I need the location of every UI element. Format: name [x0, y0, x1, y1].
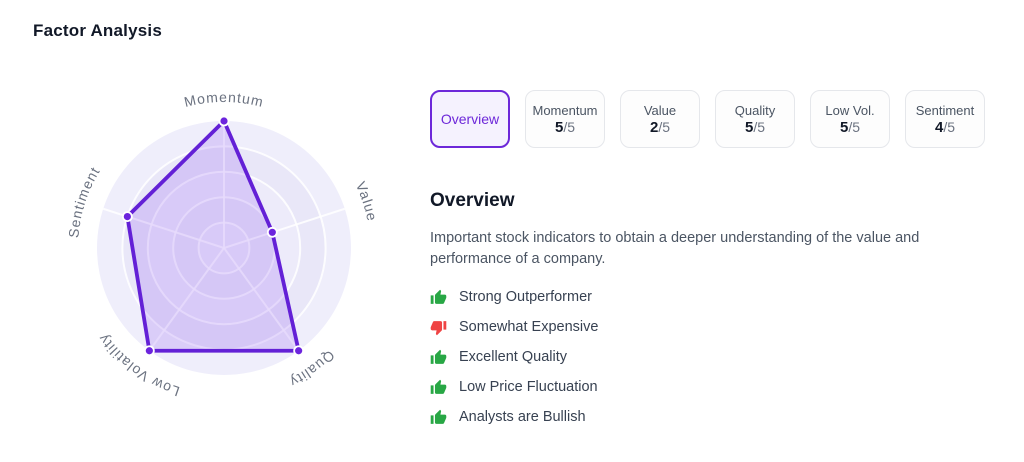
- thumbs-up-icon: [430, 379, 447, 394]
- thumbs-up-icon: [430, 349, 447, 364]
- indicator-label: Somewhat Expensive: [459, 319, 599, 335]
- tab-value[interactable]: Value 2/5: [620, 90, 700, 148]
- indicator-label: Analysts are Bullish: [459, 409, 586, 425]
- tab-score: 4/5: [934, 118, 956, 136]
- tab-label: Sentiment: [915, 102, 975, 118]
- thumbs-up-icon: [430, 289, 447, 304]
- tab-momentum[interactable]: Momentum 5/5: [525, 90, 605, 148]
- indicator-label: Strong Outperformer: [459, 289, 592, 305]
- radar-axis-label: Sentiment: [65, 164, 103, 239]
- indicator-row: Strong Outperformer: [430, 288, 990, 306]
- radar-chart: Momentum Value Quality Low Volatility Sentim…: [54, 68, 394, 428]
- section-heading: Overview: [430, 190, 515, 211]
- factor-detail-panel: Overview Momentum 5/5 Value 2/5 Quality 5/5 Low…: [430, 90, 990, 426]
- tab-score: 5/5: [839, 118, 861, 136]
- radar-grid-spoke: [223, 207, 346, 249]
- tab-label: Momentum: [532, 102, 598, 118]
- thumbs-up-icon: [430, 409, 447, 424]
- radar-axis-label: Momentum: [183, 89, 266, 110]
- tab-low-vol[interactable]: Low Vol. 5/5: [810, 90, 890, 148]
- indicator-label: Excellent Quality: [459, 349, 567, 365]
- tab-score: 5/5: [554, 118, 576, 136]
- indicator-row: Somewhat Expensive: [430, 318, 990, 336]
- radar-polygon: [125, 119, 301, 353]
- tab-quality[interactable]: Quality 5/5: [715, 90, 795, 148]
- indicator-row: Excellent Quality: [430, 348, 990, 366]
- thumbs-down-icon: [430, 320, 447, 335]
- tab-sentiment[interactable]: Sentiment 4/5: [905, 90, 985, 148]
- section-description: Important stock indicators to obtain a d…: [430, 230, 920, 267]
- tab-label: Value: [643, 102, 677, 118]
- indicator-label: Low Price Fluctuation: [459, 379, 598, 395]
- indicator-list: Strong Outperformer Somewhat Expensive Exc…: [430, 288, 990, 426]
- indicator-row: Analysts are Bullish: [430, 408, 990, 426]
- tab-label: Quality: [734, 102, 776, 118]
- factor-tabs: Overview Momentum 5/5 Value 2/5 Quality 5/5 Low…: [430, 90, 990, 148]
- radar-vertex-dot: [121, 211, 133, 223]
- tab-score: 2/5: [649, 118, 671, 136]
- radar-vertex-dot: [293, 345, 305, 357]
- indicator-row: Low Price Fluctuation: [430, 378, 990, 396]
- tab-label: Low Vol.: [825, 102, 875, 118]
- tab-label: Overview: [440, 111, 500, 127]
- radar-vertex-dot: [266, 226, 278, 238]
- radar-axis-label: Value: [353, 179, 381, 223]
- radar-vertex-dot: [218, 115, 230, 127]
- radar-grid-spoke: [223, 247, 300, 352]
- tab-score: 5/5: [744, 118, 766, 136]
- radar-grid-spoke: [148, 247, 225, 352]
- tab-overview[interactable]: Overview: [430, 90, 510, 148]
- radar-vertex-dot: [143, 345, 155, 357]
- page-title: Factor Analysis: [33, 21, 162, 40]
